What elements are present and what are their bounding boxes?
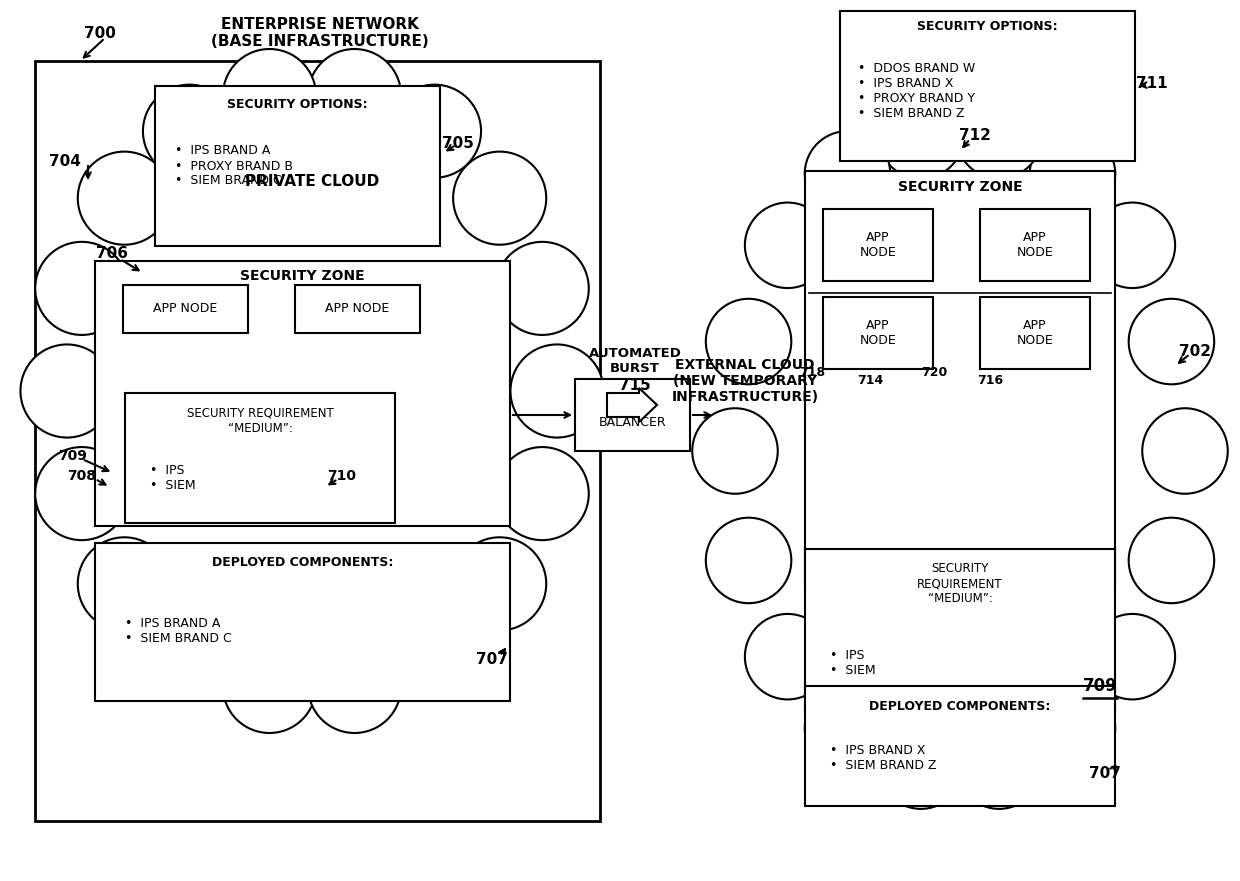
Circle shape [1128, 518, 1214, 603]
FancyBboxPatch shape [575, 379, 689, 451]
FancyBboxPatch shape [95, 261, 510, 526]
Circle shape [143, 85, 236, 178]
Text: 710: 710 [327, 469, 357, 483]
Circle shape [1029, 131, 1115, 217]
Circle shape [745, 614, 831, 700]
Circle shape [35, 447, 128, 540]
Circle shape [1128, 299, 1214, 384]
Circle shape [805, 685, 890, 771]
Circle shape [308, 49, 401, 142]
Text: SECURITY REQUIREMENT
“MEDIUM”:: SECURITY REQUIREMENT “MEDIUM”: [187, 407, 334, 435]
FancyBboxPatch shape [123, 285, 248, 333]
Text: SECURITY OPTIONS:: SECURITY OPTIONS: [918, 20, 1058, 33]
Text: AUTOMATED
BURST: AUTOMATED BURST [589, 347, 682, 375]
Text: 715: 715 [619, 379, 651, 394]
Text: 711: 711 [1136, 76, 1168, 91]
Text: APP NODE: APP NODE [325, 302, 389, 315]
Text: APP
NODE: APP NODE [859, 231, 897, 259]
Circle shape [388, 604, 481, 698]
Text: SECURITY ZONE: SECURITY ZONE [241, 269, 365, 283]
Circle shape [956, 723, 1042, 809]
Text: 716: 716 [977, 374, 1003, 388]
FancyBboxPatch shape [805, 686, 1115, 806]
Text: APP NODE: APP NODE [154, 302, 218, 315]
Circle shape [805, 131, 890, 217]
Text: APP
NODE: APP NODE [1017, 319, 1053, 347]
Text: •  IPS BRAND X
•  SIEM BRAND Z: • IPS BRAND X • SIEM BRAND Z [830, 744, 936, 772]
Text: 706: 706 [95, 246, 128, 261]
Circle shape [78, 537, 171, 631]
Text: LOAD
BALANCER: LOAD BALANCER [599, 401, 666, 429]
FancyBboxPatch shape [35, 61, 600, 821]
Circle shape [78, 152, 171, 245]
FancyBboxPatch shape [823, 209, 932, 281]
Text: 704: 704 [50, 153, 81, 168]
Text: SECURITY OPTIONS:: SECURITY OPTIONS: [227, 98, 368, 110]
Circle shape [878, 723, 963, 809]
Circle shape [453, 152, 547, 245]
Text: 720: 720 [921, 366, 947, 380]
Text: SECURITY ZONE: SECURITY ZONE [898, 180, 1022, 194]
Circle shape [223, 49, 316, 142]
Circle shape [1090, 203, 1176, 288]
Text: 705: 705 [443, 136, 474, 151]
Text: PRIVATE CLOUD: PRIVATE CLOUD [244, 174, 379, 189]
Text: 702: 702 [1179, 344, 1211, 359]
Circle shape [878, 93, 963, 179]
Circle shape [745, 203, 831, 288]
Circle shape [692, 408, 777, 493]
Text: 714: 714 [857, 374, 883, 388]
Text: 708: 708 [67, 469, 97, 483]
FancyBboxPatch shape [155, 86, 440, 246]
FancyBboxPatch shape [823, 297, 932, 369]
Ellipse shape [763, 169, 1158, 733]
Text: DEPLOYED COMPONENTS:: DEPLOYED COMPONENTS: [212, 557, 393, 569]
Text: •  IPS BRAND A
•  PROXY BRAND B
•  SIEM BRAND C: • IPS BRAND A • PROXY BRAND B • SIEM BRA… [175, 144, 293, 188]
FancyBboxPatch shape [805, 171, 1115, 586]
Text: •  IPS BRAND A
•  SIEM BRAND C: • IPS BRAND A • SIEM BRAND C [125, 617, 232, 645]
Circle shape [308, 640, 401, 733]
FancyArrow shape [608, 388, 657, 422]
Circle shape [496, 242, 589, 335]
Text: •  DDOS BRAND W
•  IPS BRAND X
•  PROXY BRAND Y
•  SIEM BRAND Z: • DDOS BRAND W • IPS BRAND X • PROXY BRA… [858, 62, 975, 120]
Circle shape [706, 518, 791, 603]
Circle shape [1142, 408, 1228, 493]
FancyBboxPatch shape [980, 209, 1090, 281]
Circle shape [496, 447, 589, 540]
Text: 707: 707 [476, 652, 508, 667]
Circle shape [35, 242, 128, 335]
Text: EXTERNAL CLOUD
(NEW TEMPORARY
INFRASTRUCTURE): EXTERNAL CLOUD (NEW TEMPORARY INFRASTRUC… [671, 358, 818, 404]
Text: 707: 707 [1089, 766, 1121, 781]
Text: 718: 718 [799, 366, 825, 380]
Circle shape [223, 640, 316, 733]
Circle shape [956, 93, 1042, 179]
Circle shape [453, 537, 547, 631]
FancyBboxPatch shape [839, 11, 1135, 161]
Text: APP
NODE: APP NODE [859, 319, 897, 347]
Circle shape [388, 85, 481, 178]
Circle shape [143, 604, 236, 698]
Circle shape [706, 299, 791, 384]
Text: 700: 700 [84, 26, 115, 41]
Text: 712: 712 [959, 129, 991, 144]
Text: DEPLOYED COMPONENTS:: DEPLOYED COMPONENTS: [869, 700, 1050, 713]
Circle shape [1029, 685, 1115, 771]
FancyBboxPatch shape [95, 543, 510, 701]
Circle shape [1090, 614, 1176, 700]
Text: 709: 709 [58, 449, 88, 463]
Circle shape [511, 344, 604, 438]
Text: •  IPS
•  SIEM: • IPS • SIEM [150, 464, 196, 492]
Text: APP
NODE: APP NODE [1017, 231, 1053, 259]
FancyBboxPatch shape [980, 297, 1090, 369]
FancyBboxPatch shape [125, 393, 396, 523]
Text: 709: 709 [1083, 677, 1117, 695]
Circle shape [20, 344, 114, 438]
Ellipse shape [97, 127, 527, 655]
Text: ENTERPRISE NETWORK
(BASE INFRASTRUCTURE): ENTERPRISE NETWORK (BASE INFRASTRUCTURE) [211, 17, 429, 49]
Text: •  IPS
•  SIEM: • IPS • SIEM [830, 649, 875, 677]
FancyBboxPatch shape [295, 285, 420, 333]
FancyBboxPatch shape [805, 549, 1115, 711]
Text: SECURITY
REQUIREMENT
“MEDIUM”:: SECURITY REQUIREMENT “MEDIUM”: [918, 562, 1003, 605]
